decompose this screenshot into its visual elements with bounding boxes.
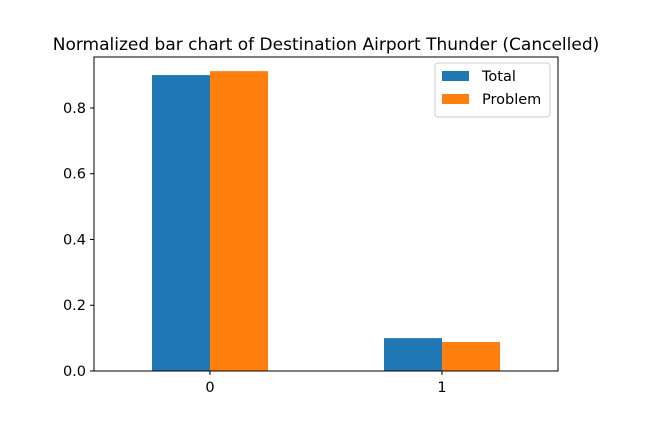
x-tick-label: 0 (205, 380, 214, 396)
legend-label-problem: Problem (482, 92, 541, 108)
bar-problem-1 (442, 342, 500, 371)
legend: Total Problem (434, 62, 551, 118)
bar-problem-0 (210, 71, 268, 371)
y-tick-label: 0.0 (63, 364, 86, 380)
bar-total-1 (384, 338, 442, 371)
x-tick-label: 1 (437, 380, 446, 396)
y-axis: 0.0 0.2 0.4 0.6 0.8 (63, 101, 94, 380)
y-tick-label: 0.4 (63, 232, 86, 248)
plot-frame (93, 56, 559, 372)
legend-label-total: Total (481, 69, 516, 85)
bar-total-0 (152, 75, 210, 371)
chart-title: Normalized bar chart of Destination Airp… (53, 35, 600, 55)
legend-swatch-problem (442, 94, 469, 104)
y-tick-label: 0.2 (63, 298, 86, 314)
y-tick-label: 0.6 (63, 167, 86, 183)
y-tick-label: 0.8 (63, 101, 86, 117)
bars-layer (152, 71, 500, 371)
legend-swatch-total (442, 71, 469, 81)
